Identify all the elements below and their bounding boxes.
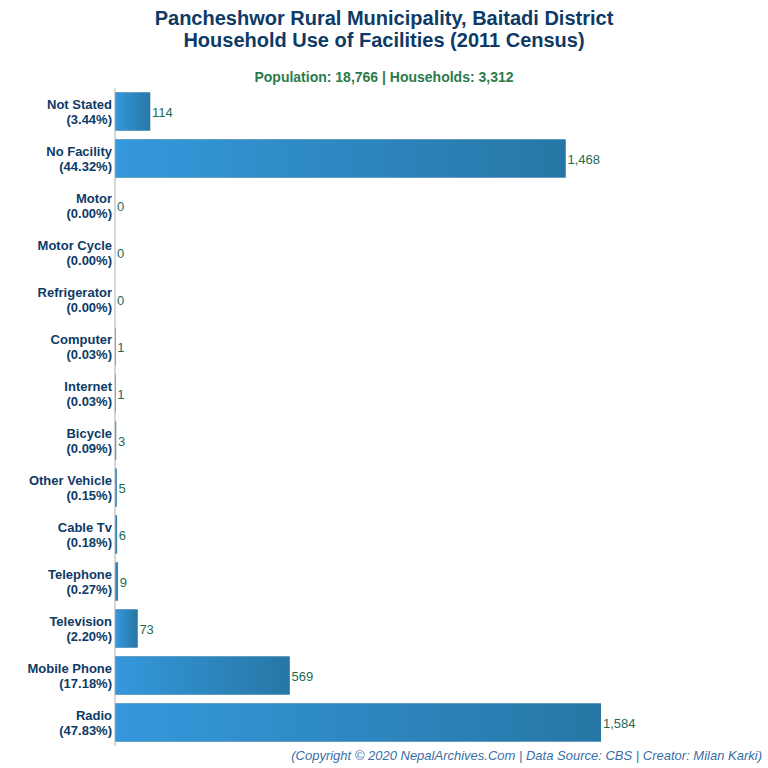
category-label-line: (0.03%) bbox=[66, 347, 112, 362]
category-label-line: Telephone bbox=[48, 567, 112, 582]
bar bbox=[115, 657, 290, 695]
category-label: Other Vehicle(0.15%) bbox=[29, 473, 112, 503]
data-label: 0 bbox=[117, 293, 124, 308]
category-label-line: Internet bbox=[64, 379, 112, 394]
category-label: Cable Tv(0.18%) bbox=[58, 520, 113, 550]
title-line: Pancheshwor Rural Municipality, Baitadi … bbox=[155, 7, 614, 29]
bars bbox=[115, 93, 601, 742]
data-label: 3 bbox=[118, 434, 125, 449]
data-label: 1,468 bbox=[567, 152, 600, 167]
category-label-line: Other Vehicle bbox=[29, 473, 112, 488]
category-label-line: (44.32%) bbox=[59, 159, 112, 174]
category-label-line: Cable Tv bbox=[58, 520, 113, 535]
category-label-line: (0.00%) bbox=[66, 253, 112, 268]
category-label-line: (47.83%) bbox=[59, 723, 112, 738]
category-label: Radio(47.83%) bbox=[59, 708, 112, 738]
category-label-line: (0.00%) bbox=[66, 206, 112, 221]
caption: (Copyright © 2020 NepalArchives.Com | Da… bbox=[291, 748, 762, 763]
bar bbox=[115, 93, 150, 131]
data-label: 5 bbox=[119, 481, 126, 496]
category-label-line: (0.18%) bbox=[66, 535, 112, 550]
category-label-line: Radio bbox=[76, 708, 112, 723]
category-label: Not Stated(3.44%) bbox=[47, 97, 112, 127]
category-label: Computer(0.03%) bbox=[51, 332, 112, 362]
category-label: Bicycle(0.09%) bbox=[66, 426, 112, 456]
category-label: Mobile Phone(17.18%) bbox=[28, 661, 113, 691]
category-label-line: (0.27%) bbox=[66, 582, 112, 597]
data-label: 1,584 bbox=[603, 716, 636, 731]
bar bbox=[115, 704, 601, 742]
category-label-line: Bicycle bbox=[66, 426, 112, 441]
category-label-line: (17.18%) bbox=[59, 676, 112, 691]
data-label: 9 bbox=[120, 575, 127, 590]
category-label: Motor(0.00%) bbox=[66, 191, 112, 221]
data-label: 6 bbox=[119, 528, 126, 543]
title-line: Household Use of Facilities (2011 Census… bbox=[183, 29, 584, 51]
data-label: 1 bbox=[117, 387, 124, 402]
category-label-line: Motor Cycle bbox=[38, 238, 112, 253]
category-label: Motor Cycle(0.00%) bbox=[38, 238, 112, 268]
category-label-line: (0.00%) bbox=[66, 300, 112, 315]
bar bbox=[115, 140, 565, 178]
category-label-line: (3.44%) bbox=[66, 112, 112, 127]
chart: Pancheshwor Rural Municipality, Baitadi … bbox=[0, 0, 768, 768]
category-label: Telephone(0.27%) bbox=[48, 567, 112, 597]
data-label: 114 bbox=[152, 105, 173, 120]
data-label: 73 bbox=[139, 622, 153, 637]
category-label: Internet(0.03%) bbox=[64, 379, 112, 409]
category-label-line: Mobile Phone bbox=[28, 661, 113, 676]
subtitle: Population: 18,766 | Households: 3,312 bbox=[254, 69, 513, 85]
category-label-line: Motor bbox=[76, 191, 112, 206]
category-label-line: Refrigerator bbox=[38, 285, 112, 300]
category-label: Refrigerator(0.00%) bbox=[38, 285, 112, 315]
category-label-line: Not Stated bbox=[47, 97, 112, 112]
category-label-line: Computer bbox=[51, 332, 112, 347]
title: Pancheshwor Rural Municipality, Baitadi … bbox=[155, 7, 614, 51]
labels: Not Stated(3.44%) 114 No Facility(44.32%) 1… bbox=[28, 97, 636, 738]
category-label-line: Television bbox=[49, 614, 112, 629]
bar bbox=[115, 610, 137, 648]
data-label: 0 bbox=[117, 199, 124, 214]
category-label-line: (2.20%) bbox=[66, 629, 112, 644]
data-label: 569 bbox=[292, 669, 314, 684]
data-label: 1 bbox=[117, 340, 124, 355]
category-label-line: No Facility bbox=[46, 144, 113, 159]
data-label: 0 bbox=[117, 246, 124, 261]
category-label-line: (0.03%) bbox=[66, 394, 112, 409]
category-label-line: (0.15%) bbox=[66, 488, 112, 503]
category-label: No Facility(44.32%) bbox=[46, 144, 113, 174]
category-label-line: (0.09%) bbox=[66, 441, 112, 456]
y-axis bbox=[115, 88, 116, 746]
category-label: Television(2.20%) bbox=[49, 614, 112, 644]
